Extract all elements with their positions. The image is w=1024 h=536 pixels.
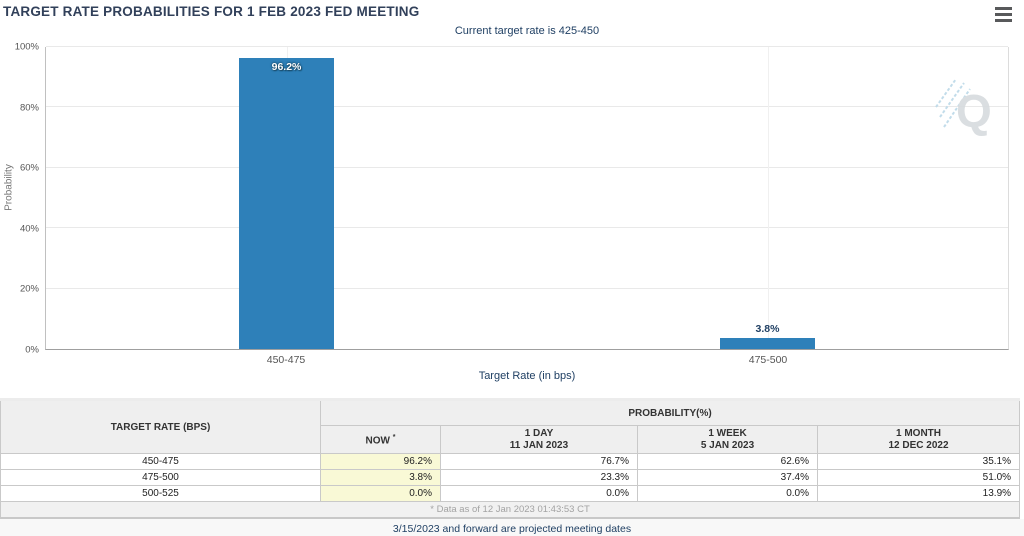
- svg-text:Q: Q: [956, 85, 992, 137]
- y-tick-label: 40%: [19, 223, 39, 235]
- gridline-horizontal: [46, 166, 1008, 168]
- week-cell: 0.0%: [637, 485, 818, 502]
- day-cell: 23.3%: [440, 469, 638, 486]
- gridline-horizontal: [46, 227, 1008, 229]
- col-header-1-month: 1 MONTH 12 DEC 2022: [816, 425, 1021, 454]
- gridline-horizontal: [46, 46, 1008, 47]
- day-cell: 0.0%: [440, 485, 638, 502]
- gridline-horizontal: [46, 106, 1008, 108]
- y-tick-label: 60%: [19, 162, 39, 174]
- y-tick-label: 0%: [25, 344, 39, 356]
- y-tick-label: 20%: [19, 283, 39, 295]
- col-header-probability: PROBABILITY(%): [319, 399, 1021, 426]
- month-cell: 35.1%: [816, 453, 1021, 470]
- x-category-label: 475-500: [748, 354, 788, 366]
- col-header-target-rate: TARGET RATE (BPS): [0, 399, 321, 454]
- chart-subtitle: Current target rate is 425-450: [454, 25, 600, 37]
- now-cell: 3.8%: [320, 469, 441, 486]
- week-cell: 62.6%: [637, 453, 818, 470]
- y-tick-label: 80%: [19, 102, 39, 114]
- table-row: 450-475 96.2% 76.7% 62.6% 35.1%: [0, 453, 1021, 470]
- col-header-now: NOW *: [320, 425, 441, 454]
- gridline-vertical: [767, 47, 769, 349]
- x-axis-title: Target Rate (in bps): [478, 370, 576, 382]
- rate-cell: 450-475: [0, 453, 321, 470]
- page-header: TARGET RATE PROBABILITIES FOR 1 FEB 2023…: [0, 0, 1024, 22]
- y-tick-label: 100%: [14, 41, 39, 53]
- x-axis-labels: 450-475 475-500: [45, 354, 1009, 368]
- bar-450-475[interactable]: [239, 57, 334, 349]
- probability-table: TARGET RATE (BPS) PROBABILITY(%) NOW * 1…: [0, 398, 1021, 519]
- rate-cell: 500-525: [0, 485, 321, 502]
- col-header-1-week: 1 WEEK 5 JAN 2023: [637, 425, 818, 454]
- y-axis-ticks: 0% 20% 40% 60% 80% 100%: [0, 42, 39, 356]
- hamburger-menu-icon[interactable]: [995, 7, 1012, 22]
- month-cell: 51.0%: [816, 469, 1021, 486]
- page-title: TARGET RATE PROBABILITIES FOR 1 FEB 2023…: [3, 4, 420, 19]
- projected-dates-note: 3/15/2023 and forward are projected meet…: [0, 518, 1024, 536]
- month-cell: 13.9%: [816, 485, 1021, 502]
- rate-cell: 475-500: [0, 469, 321, 486]
- table-row: 475-500 3.8% 23.3% 37.4% 51.0%: [0, 469, 1021, 486]
- bar-475-500[interactable]: [720, 337, 815, 349]
- chart-plot-area: 96.2% 3.8% Q: [45, 46, 1009, 350]
- day-cell: 76.7%: [440, 453, 638, 470]
- x-category-label: 450-475: [266, 354, 306, 366]
- now-cell: 96.2%: [320, 453, 441, 470]
- data-as-of-footnote: * Data as of 12 Jan 2023 01:43:53 CT: [0, 501, 1021, 519]
- table-row: 500-525 0.0% 0.0% 0.0% 13.9%: [0, 485, 1021, 502]
- week-cell: 37.4%: [637, 469, 818, 486]
- quikstrike-watermark-logo: Q: [935, 78, 992, 137]
- col-header-1-day: 1 DAY 11 JAN 2023: [440, 425, 638, 454]
- probability-bar-chart: Current target rate is 425-450 Probabili…: [0, 22, 1024, 398]
- gridline-horizontal: [46, 287, 1008, 289]
- now-cell: 0.0%: [320, 485, 441, 502]
